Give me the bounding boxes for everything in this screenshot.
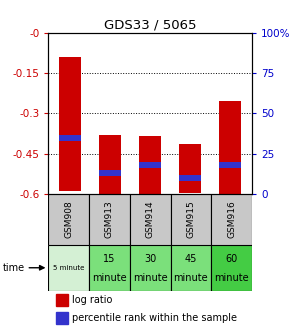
Bar (59, 135, 81, 141)
Bar (211, 245, 252, 291)
Bar (89, 245, 130, 291)
Bar (48, 245, 89, 291)
Bar (99, 135, 121, 199)
Text: 5 minute: 5 minute (53, 265, 84, 271)
Bar (48, 194, 89, 245)
Bar (219, 101, 241, 198)
Text: GSM915: GSM915 (186, 200, 195, 238)
Text: percentile rank within the sample: percentile rank within the sample (72, 313, 237, 323)
Bar (139, 162, 161, 168)
Bar (179, 144, 201, 193)
Text: minute: minute (133, 273, 168, 283)
Text: 30: 30 (144, 254, 156, 265)
Bar (171, 245, 211, 291)
Text: time: time (3, 263, 25, 273)
Bar (139, 136, 161, 194)
Bar (219, 162, 241, 168)
Bar (59, 57, 81, 191)
Text: minute: minute (92, 273, 127, 283)
Bar (89, 194, 130, 245)
Bar (99, 170, 121, 176)
Bar (130, 245, 171, 291)
Text: 45: 45 (185, 254, 197, 265)
Bar (211, 194, 252, 245)
Bar (179, 175, 201, 181)
Text: GSM916: GSM916 (227, 200, 236, 238)
Title: GDS33 / 5065: GDS33 / 5065 (104, 19, 196, 31)
Bar (130, 194, 171, 245)
Text: GSM913: GSM913 (105, 200, 114, 238)
Bar (57, 294, 68, 306)
Text: log ratio: log ratio (72, 296, 112, 305)
Text: GSM914: GSM914 (146, 200, 155, 238)
Text: GSM908: GSM908 (64, 200, 73, 238)
Text: minute: minute (214, 273, 249, 283)
Text: minute: minute (173, 273, 208, 283)
Text: 60: 60 (226, 254, 238, 265)
Bar (171, 194, 211, 245)
Bar (57, 312, 68, 324)
Text: 15: 15 (103, 254, 116, 265)
